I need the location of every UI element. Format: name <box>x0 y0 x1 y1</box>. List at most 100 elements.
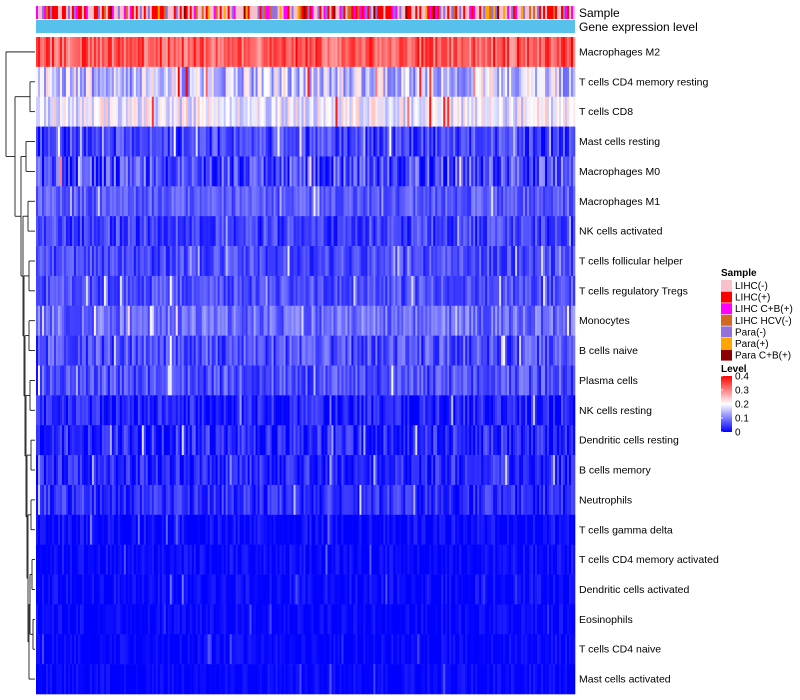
heatmap-cell <box>389 455 392 486</box>
heatmap-cell <box>361 335 364 366</box>
heatmap-cell <box>387 335 390 366</box>
heatmap-cell <box>311 246 314 277</box>
heatmap-cell <box>299 186 302 217</box>
heatmap-cell <box>469 37 472 68</box>
heatmap-cell <box>339 335 342 366</box>
sample-cell <box>437 6 440 19</box>
heatmap-cell <box>511 186 514 217</box>
heatmap-cell <box>471 186 474 217</box>
heatmap-cell <box>395 305 398 336</box>
heatmap-cell <box>83 96 87 127</box>
heatmap-cell <box>221 96 224 127</box>
heatmap-cell <box>529 96 532 127</box>
heatmap-cell <box>541 126 544 157</box>
heatmap-cell <box>437 37 440 68</box>
heatmap-cell <box>537 514 540 545</box>
heatmap-cell <box>215 365 218 396</box>
heatmap-cell <box>379 514 382 545</box>
heatmap-cell <box>113 544 117 575</box>
heatmap-cell <box>89 484 93 516</box>
heatmap-cell <box>55 544 59 575</box>
heatmap-cell <box>483 455 486 486</box>
heatmap-cell <box>565 335 568 366</box>
heatmap-cell <box>347 455 350 486</box>
heatmap-cell <box>227 365 230 396</box>
heatmap-cell <box>281 484 284 516</box>
heatmap-cell <box>315 186 318 217</box>
sample-cell <box>125 6 129 19</box>
heatmap-cell <box>343 186 346 217</box>
heatmap-cell <box>531 66 534 98</box>
heatmap-cell <box>307 216 310 247</box>
heatmap-cell <box>127 156 131 187</box>
heatmap-cell <box>305 126 308 157</box>
heatmap-cell <box>189 335 193 366</box>
heatmap-cell <box>43 455 47 486</box>
heatmap-cell <box>565 66 568 98</box>
heatmap-cell <box>109 126 113 157</box>
heatmap-cell <box>47 335 51 366</box>
heatmap-cell <box>171 126 175 157</box>
heatmap-cell <box>339 425 342 456</box>
heatmap-cell <box>277 186 280 217</box>
heatmap-cell <box>467 66 470 98</box>
heatmap-cell <box>335 365 338 396</box>
heatmap-cell <box>61 216 65 247</box>
heatmap-cell <box>499 96 502 127</box>
heatmap-cell <box>71 156 75 187</box>
heatmap-cell <box>449 275 452 307</box>
heatmap-cell <box>107 96 111 127</box>
heatmap-cell <box>525 96 528 127</box>
heatmap-cell <box>393 514 396 545</box>
heatmap-cell <box>469 484 472 516</box>
heatmap-cell <box>119 514 123 545</box>
heatmap-cell <box>355 365 358 396</box>
heatmap-cell <box>359 514 362 545</box>
heatmap-cell <box>157 66 161 98</box>
heatmap-cell <box>121 365 125 396</box>
heatmap-cell <box>573 335 576 366</box>
heatmap-cell <box>399 186 402 217</box>
heatmap-cell <box>563 365 566 396</box>
heatmap-cell <box>97 455 101 486</box>
heatmap-cell <box>141 365 145 396</box>
heatmap-cell <box>207 425 210 456</box>
heatmap-cell <box>305 395 308 426</box>
heatmap-cell <box>121 37 125 68</box>
heatmap-cell <box>417 484 420 516</box>
heatmap-cell <box>67 216 71 247</box>
heatmap-cell <box>251 425 254 456</box>
heatmap-cell <box>273 425 276 456</box>
heatmap-cell <box>43 275 47 307</box>
heatmap-cell <box>193 335 197 366</box>
heatmap-cell <box>529 335 532 366</box>
heatmap-cell <box>231 514 234 545</box>
heatmap-cell <box>341 216 344 247</box>
heatmap-cell <box>73 544 77 575</box>
heatmap-cell <box>253 37 256 68</box>
heatmap-cell <box>41 335 45 366</box>
heatmap-cell <box>499 37 502 68</box>
heatmap-cell <box>513 455 516 486</box>
heatmap-cell <box>447 126 450 157</box>
heatmap-cell <box>119 365 123 396</box>
heatmap-cell <box>511 96 514 127</box>
heatmap-cell <box>555 96 558 127</box>
heatmap-cell <box>93 156 97 187</box>
heatmap-cell <box>83 66 87 98</box>
heatmap-cell <box>201 335 204 366</box>
heatmap-cell <box>213 275 216 307</box>
heatmap-cell <box>361 246 364 277</box>
heatmap-cell <box>563 156 566 187</box>
heatmap-cell <box>431 186 434 217</box>
heatmap-cell <box>489 365 492 396</box>
sample-cell <box>179 6 183 19</box>
heatmap-cell <box>567 216 570 247</box>
heatmap-cell <box>133 66 137 98</box>
heatmap-cell <box>109 305 113 336</box>
heatmap-cell <box>391 66 394 98</box>
heatmap-cell <box>411 484 414 516</box>
heatmap-cell <box>93 186 97 217</box>
heatmap-cell <box>97 216 101 247</box>
heatmap-cell <box>479 126 482 157</box>
